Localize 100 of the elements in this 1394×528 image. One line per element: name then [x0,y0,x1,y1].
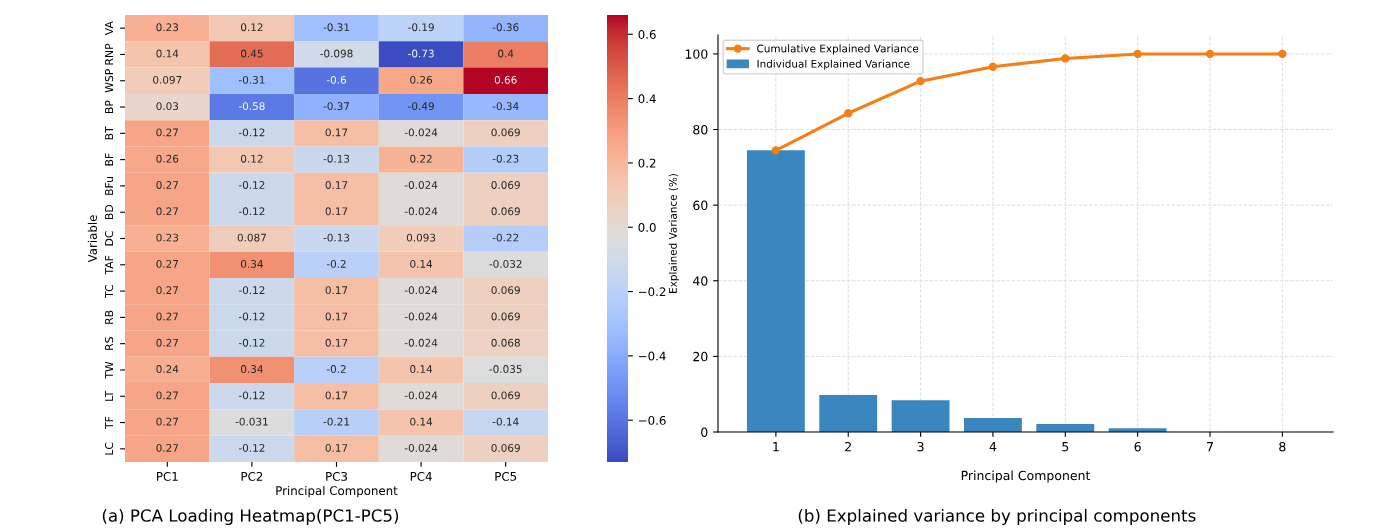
color-bar-label: 0.6 [638,30,656,39]
data-label: 0.069 [491,286,520,295]
text: (a) PCA Loading Heatmap(PC1-PC5) [102,508,399,526]
data-label: 0.17 [325,338,348,347]
point [1133,49,1142,59]
data-label: 0.17 [325,181,348,189]
y-tick-label: WSP [104,69,114,93]
y-axis-title: Explained Variance (%) [668,174,679,293]
y-tick-label: LC [104,442,114,455]
x-tick-label: PC5 [495,471,517,481]
y-tick-label: BD [105,204,114,220]
y-tick-label: DC [104,231,114,246]
data-label: -0.13 [323,154,350,163]
bar [819,394,878,432]
data-label: 0.23 [156,233,179,242]
x-tick-label: PC2 [241,471,263,481]
data-label: -0.14 [492,417,519,426]
data-label: -0.58 [238,102,265,111]
y-tick-label: 80 [693,125,708,135]
point [1278,49,1287,59]
data-label: -0.12 [238,312,265,321]
legend-label: Cumulative Explained Variance [757,44,919,55]
legend-label: Individual Explained Variance [757,59,910,70]
data-label: -0.024 [404,312,438,321]
data-label: 0.087 [237,233,266,242]
data-label: 0.12 [240,154,263,163]
x-axis-title: Principal Component [276,485,398,498]
y-tick-label: TAF [105,255,114,275]
color-bar-label: 0.4 [638,94,656,104]
bar [964,418,1022,432]
data-label: 0.069 [491,444,520,452]
text: (b) Explained variance by principal components [798,508,1196,526]
data-label: -0.23 [492,154,519,163]
data-label: -0.12 [238,207,265,216]
data-label: -0.12 [238,286,265,295]
y-tick-label: 100 [685,49,708,59]
y-tick-label: RS [104,337,114,350]
y-axis-title: Variable [87,215,97,263]
data-label: 0.069 [491,128,520,137]
data-label: -0.73 [408,49,434,58]
data-label: -0.31 [238,75,265,84]
data-label: 0.17 [325,286,348,295]
data-label: -0.12 [238,338,265,347]
x-axis-title: Principal Component [961,470,1091,483]
color-bar-label: −0.2 [638,287,666,297]
data-label: 0.069 [491,207,520,216]
data-label: 0.14 [410,417,433,426]
data-label: -0.19 [408,23,434,32]
y-tick-label: 60 [693,200,708,211]
point [771,146,781,155]
data-label: 0.26 [410,75,433,84]
data-label: -0.098 [320,49,353,58]
y-tick-label: 20 [693,351,708,362]
data-label: -0.2 [326,365,346,373]
point [844,109,853,118]
y-tick-label: BP [105,100,114,113]
data-label: 0.27 [156,391,179,400]
data-label: -0.6 [326,75,347,84]
data-label: -0.024 [404,444,438,452]
data-label: 0.17 [325,128,348,137]
data-label: -0.024 [404,181,438,189]
data-label: 0.14 [156,49,179,58]
data-label: 0.27 [156,128,179,137]
data-label: -0.37 [323,102,350,111]
data-label: 0.27 [156,417,179,426]
data-label: 0.069 [491,312,520,321]
color-bar-label: 0.2 [638,158,656,168]
y-tick-label: RNP [105,43,114,65]
data-label: 0.27 [156,181,179,189]
data-label: 0.14 [410,365,433,373]
data-label: -0.024 [404,338,438,347]
data-label: 0.22 [410,154,432,163]
data-label: 0.45 [240,49,263,58]
data-label: 0.34 [240,365,263,373]
color-bar-label: −0.4 [638,351,666,361]
x-tick-label: 4 [989,442,997,452]
x-tick-label: 5 [1062,442,1069,452]
data-label: 0.069 [491,181,520,189]
point [1061,54,1070,63]
data-label: -0.12 [238,391,265,400]
y-tick-label: LT [105,390,114,401]
y-tick-label: VA [105,21,114,36]
x-tick-label: PC4 [410,471,432,481]
data-label: 0.093 [406,233,436,242]
data-label: -0.31 [323,23,350,32]
data-label: -0.21 [323,417,350,426]
data-label: -0.024 [404,128,438,137]
data-label: 0.24 [156,365,179,373]
data-label: -0.12 [238,128,265,137]
y-tick-label: 0 [701,427,708,437]
data-label: 0.27 [156,259,179,268]
y-tick-label: BFu [105,176,114,195]
data-label: -0.13 [323,233,350,242]
data-label: 0.069 [491,391,520,400]
data-label: -0.024 [404,391,438,400]
data-label: 0.27 [156,207,179,216]
data-label: 0.17 [325,444,348,452]
x-tick-label: 8 [1279,441,1286,452]
data-label: -0.031 [235,417,268,426]
y-tick-label: BT [105,126,114,140]
